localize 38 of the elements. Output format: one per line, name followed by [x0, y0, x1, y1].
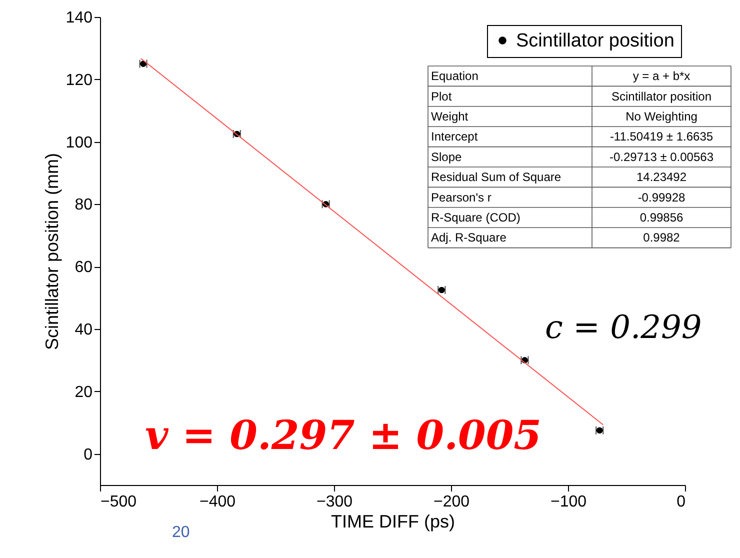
annotation: v = 0.297 ± 0.005	[145, 412, 542, 459]
annotation: Scintillator position	[611, 89, 712, 104]
annotation: -11.50419 ± 1.6635	[610, 130, 714, 144]
y-tick-label: 80	[74, 196, 93, 214]
annotation: No Weighting	[626, 110, 698, 124]
annotation: 0.9982	[643, 230, 680, 245]
x-tick-label: −400	[199, 494, 236, 510]
x-tick-label: −100	[550, 494, 587, 510]
annotation: Slope	[431, 150, 462, 164]
annotation: 0.99856	[640, 210, 684, 224]
annotation: Plot	[431, 89, 452, 104]
y-tick-label: 0	[84, 446, 93, 464]
annotation: -0.29713 ± 0.00563	[609, 150, 714, 164]
annotation: -0.99928	[638, 190, 686, 204]
annotation: R-Square (COD)	[431, 210, 520, 224]
y-tick-label: 140	[66, 10, 93, 26]
x-axis-title: TIME DIFF (ps)	[331, 512, 455, 532]
y-tick-label: 60	[74, 259, 93, 276]
y-tick-label: 40	[74, 322, 93, 338]
annotation: c = 0.299	[545, 308, 702, 346]
annotation: Weight	[431, 110, 469, 124]
x-tick-label: −500	[100, 494, 137, 510]
annotation: 14.23492	[636, 170, 687, 184]
y-tick-label: 20	[74, 384, 93, 401]
y-axis-title: Scintillator position (mm)	[42, 152, 62, 350]
annotation: y = a + b*x	[632, 69, 690, 84]
legend-label: Scintillator position	[516, 30, 674, 52]
annotation: Adj. R-Square	[431, 230, 507, 245]
annotation: Residual Sum of Square	[431, 170, 562, 184]
x-tick-label: −300	[316, 494, 353, 510]
x-tick-label: −200	[433, 494, 470, 510]
text: 20	[172, 524, 190, 541]
annotation: Equation	[431, 69, 478, 84]
annotation: Pearson's r	[431, 190, 492, 204]
y-tick-label: 100	[66, 134, 93, 152]
annotation: Intercept	[431, 130, 478, 144]
y-tick-label: 120	[66, 72, 93, 89]
x-tick-label: 0	[676, 494, 686, 510]
